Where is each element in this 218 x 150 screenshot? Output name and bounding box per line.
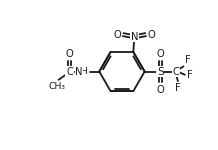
Text: C: C — [172, 67, 179, 76]
Text: O: O — [148, 30, 155, 40]
Text: O: O — [156, 49, 164, 59]
Text: F: F — [185, 55, 191, 65]
Text: F: F — [175, 83, 181, 93]
Text: N: N — [131, 32, 138, 42]
Text: O: O — [113, 30, 121, 40]
Text: O: O — [156, 84, 164, 94]
Text: CH₃: CH₃ — [48, 82, 65, 91]
Text: S: S — [157, 67, 164, 76]
Text: N: N — [75, 67, 83, 76]
Text: F: F — [187, 70, 192, 80]
Text: O: O — [66, 49, 73, 59]
Text: C: C — [66, 67, 73, 76]
Text: H: H — [80, 67, 87, 76]
